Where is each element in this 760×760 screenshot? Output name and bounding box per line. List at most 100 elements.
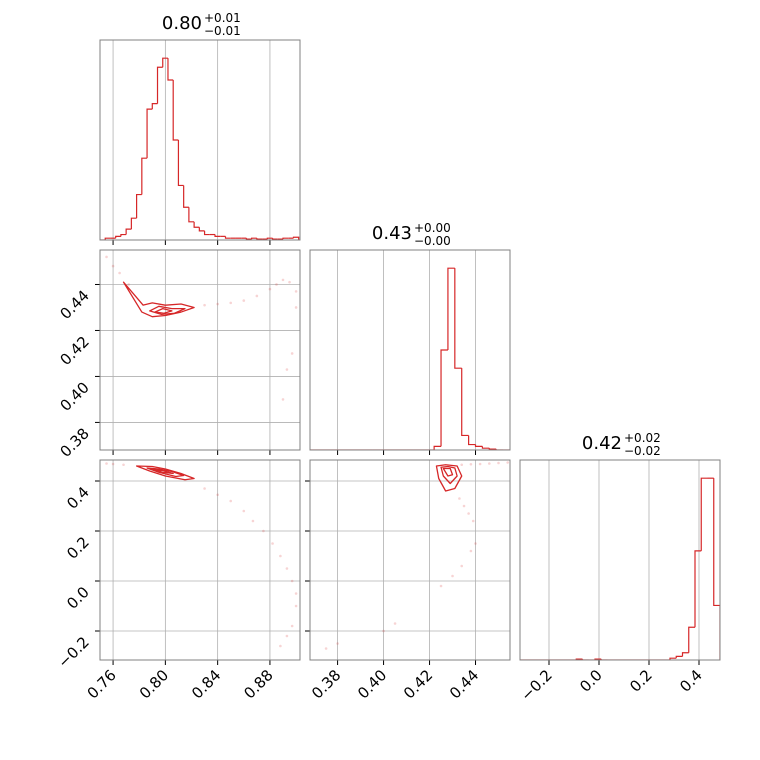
scatter-point [474, 542, 477, 545]
histogram-step [224, 236, 231, 239]
histogram-step [266, 237, 273, 240]
panel: 0.43 +0.00−0.00 [309, 221, 511, 455]
histogram-step [104, 237, 111, 240]
scatter-point [460, 463, 464, 467]
scatter-point [275, 283, 278, 286]
histogram-step [125, 228, 132, 235]
panel-title: 0.43 [372, 223, 412, 244]
histogram-step [120, 233, 127, 237]
x-tick-label: 0.40 [354, 666, 390, 702]
scatter-point [285, 567, 289, 570]
scatter-point [382, 629, 385, 633]
scatter-point [478, 462, 482, 466]
y-tick-label: 0.2 [63, 533, 93, 563]
x-tick-label: 0.44 [446, 666, 482, 702]
histogram-step [183, 185, 189, 208]
scatter-point [285, 368, 289, 371]
histogram-step [271, 238, 278, 240]
panel-title: 0.80 [162, 13, 202, 34]
panel-title: 0.42 [582, 433, 622, 454]
scatter-point [294, 290, 298, 293]
x-tick-label: −0.2 [517, 666, 555, 704]
scatter-point [458, 497, 461, 500]
panel-frame [99, 39, 301, 241]
histogram-step [669, 657, 677, 660]
scatter-point [439, 584, 443, 588]
y-tick-label: −0.2 [54, 633, 92, 671]
scatter-point [488, 462, 491, 465]
scatter-point [203, 487, 206, 490]
x-tick-label: 0.0 [576, 666, 606, 696]
x-tick-label: 0.2 [626, 666, 656, 696]
scatter-point [467, 512, 470, 515]
scatter-point [262, 529, 265, 533]
x-tick-label: 0.4 [676, 666, 706, 696]
scatter-point [285, 634, 289, 638]
histogram-step [488, 448, 497, 450]
scatter-point [105, 255, 108, 259]
histogram-step [440, 349, 448, 447]
scatter-point [469, 462, 473, 466]
histogram-step [203, 230, 210, 236]
contour [151, 468, 174, 475]
scatter-point [229, 499, 233, 503]
y-tick-label: 0.40 [56, 379, 92, 415]
x-tick-label: 0.88 [240, 666, 276, 702]
contour [442, 467, 454, 477]
scatter-point [216, 302, 219, 306]
scatter-point [279, 644, 282, 648]
scatter-point [281, 278, 285, 282]
histogram-step [433, 445, 442, 450]
scatter-point [105, 462, 108, 465]
histogram-step [681, 652, 689, 657]
panel: −0.2 0.0 0.2 0.4 0.42 +0.02−0.02 [517, 431, 721, 705]
contour [440, 465, 458, 485]
y-tick-label: 0.0 [63, 583, 93, 613]
panel-title-sup: +0.00 [414, 221, 451, 235]
histogram-step [146, 108, 153, 159]
x-tick-label: 0.76 [84, 666, 120, 702]
scatter-point [203, 303, 206, 307]
scatter-point [460, 564, 464, 568]
panel: 0.80 +0.01−0.01 [99, 11, 301, 245]
histogram-step [245, 238, 252, 240]
scatter-point [294, 604, 298, 608]
scatter-point [462, 504, 466, 508]
y-tick-label: 0.44 [56, 287, 92, 323]
scatter-point [271, 542, 274, 545]
contour [135, 465, 195, 481]
histogram-step [162, 57, 168, 68]
scatter-point [111, 264, 115, 268]
panel-frame [309, 459, 511, 661]
scatter-point [242, 299, 246, 302]
scatter-point [229, 301, 233, 305]
scatter-point [122, 463, 125, 467]
histogram-step [167, 58, 174, 81]
scatter-point [497, 461, 500, 465]
histogram-step [495, 449, 504, 450]
scatter-point [118, 271, 121, 275]
histogram-step [193, 221, 200, 228]
histogram-step [481, 446, 490, 449]
panel-title-sub: −0.02 [624, 444, 661, 458]
contour [122, 281, 195, 318]
x-tick-label: 0.38 [308, 666, 344, 702]
scatter-point [451, 574, 454, 578]
scatter-point [290, 624, 294, 628]
panel-title-sub: −0.01 [204, 24, 241, 38]
histogram-step [130, 217, 137, 230]
scatter-point [290, 579, 294, 583]
histogram-step [675, 655, 683, 659]
histogram-step [468, 435, 476, 446]
panel: 0.38 0.40 0.42 0.44 [56, 249, 301, 461]
histogram-step [256, 238, 263, 240]
histogram-step [581, 659, 589, 660]
scatter-point [294, 306, 298, 309]
histogram-step [141, 157, 148, 195]
scatter-point [251, 519, 255, 523]
histogram-step [474, 444, 483, 447]
scatter-point [279, 554, 282, 558]
panel-frame [99, 459, 301, 661]
scatter-point [324, 647, 328, 650]
